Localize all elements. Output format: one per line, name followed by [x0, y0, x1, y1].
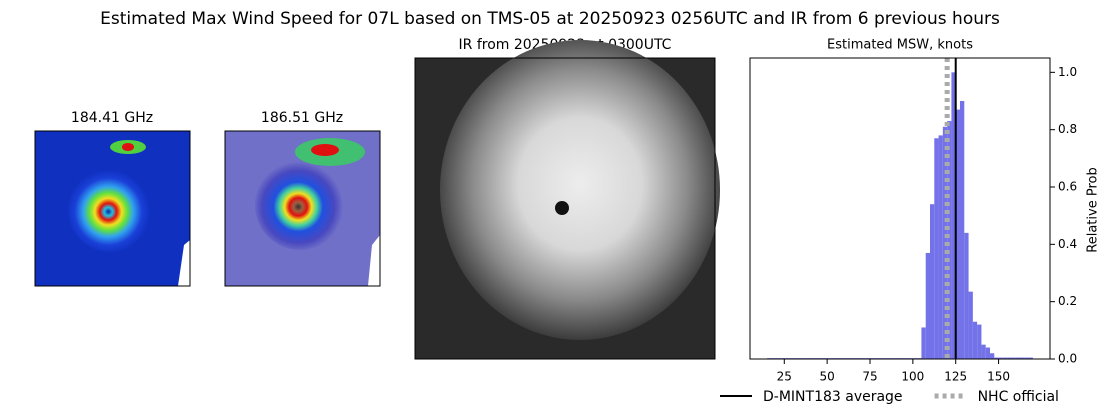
bar [930, 204, 934, 359]
bar [990, 353, 994, 359]
bar [964, 233, 968, 359]
y-tick-label: 0.0 [1058, 352, 1077, 366]
panel-title: 186.51 GHz [261, 110, 343, 126]
y-tick-label: 0.4 [1058, 237, 1077, 251]
y-tick-label: 0.6 [1058, 180, 1077, 194]
bar [960, 101, 964, 359]
bar [921, 327, 925, 359]
x-tick-label: 150 [987, 370, 1010, 384]
image-ir [415, 40, 720, 359]
bar [926, 253, 930, 359]
axes-frame [750, 58, 1050, 359]
x-tick-label: 50 [820, 370, 835, 384]
legend-label: D-MINT183 average [763, 389, 903, 405]
image-186 [225, 131, 380, 286]
bar [981, 345, 985, 359]
bar [973, 322, 977, 359]
y-tick-label: 0.8 [1058, 122, 1077, 136]
y-tick-label: 1.0 [1058, 65, 1077, 79]
y-tick-label: 0.2 [1058, 294, 1077, 308]
bar [977, 325, 981, 359]
chart-title: Estimated MSW, knots [827, 38, 973, 53]
bar [969, 292, 973, 359]
legend-label: NHC official [978, 389, 1059, 405]
bar [986, 348, 990, 359]
y-axis-label: Relative Prob [1086, 167, 1100, 252]
x-tick-label: 75 [862, 370, 877, 384]
bar [939, 135, 943, 359]
bar [934, 138, 938, 359]
panel-title: 184.41 GHz [71, 110, 153, 126]
image-184 [35, 131, 190, 286]
x-tick-label: 100 [901, 370, 924, 384]
x-tick-label: 25 [777, 370, 792, 384]
figure-title: Estimated Max Wind Speed for 07L based o… [100, 9, 1000, 29]
x-tick-label: 125 [944, 370, 967, 384]
